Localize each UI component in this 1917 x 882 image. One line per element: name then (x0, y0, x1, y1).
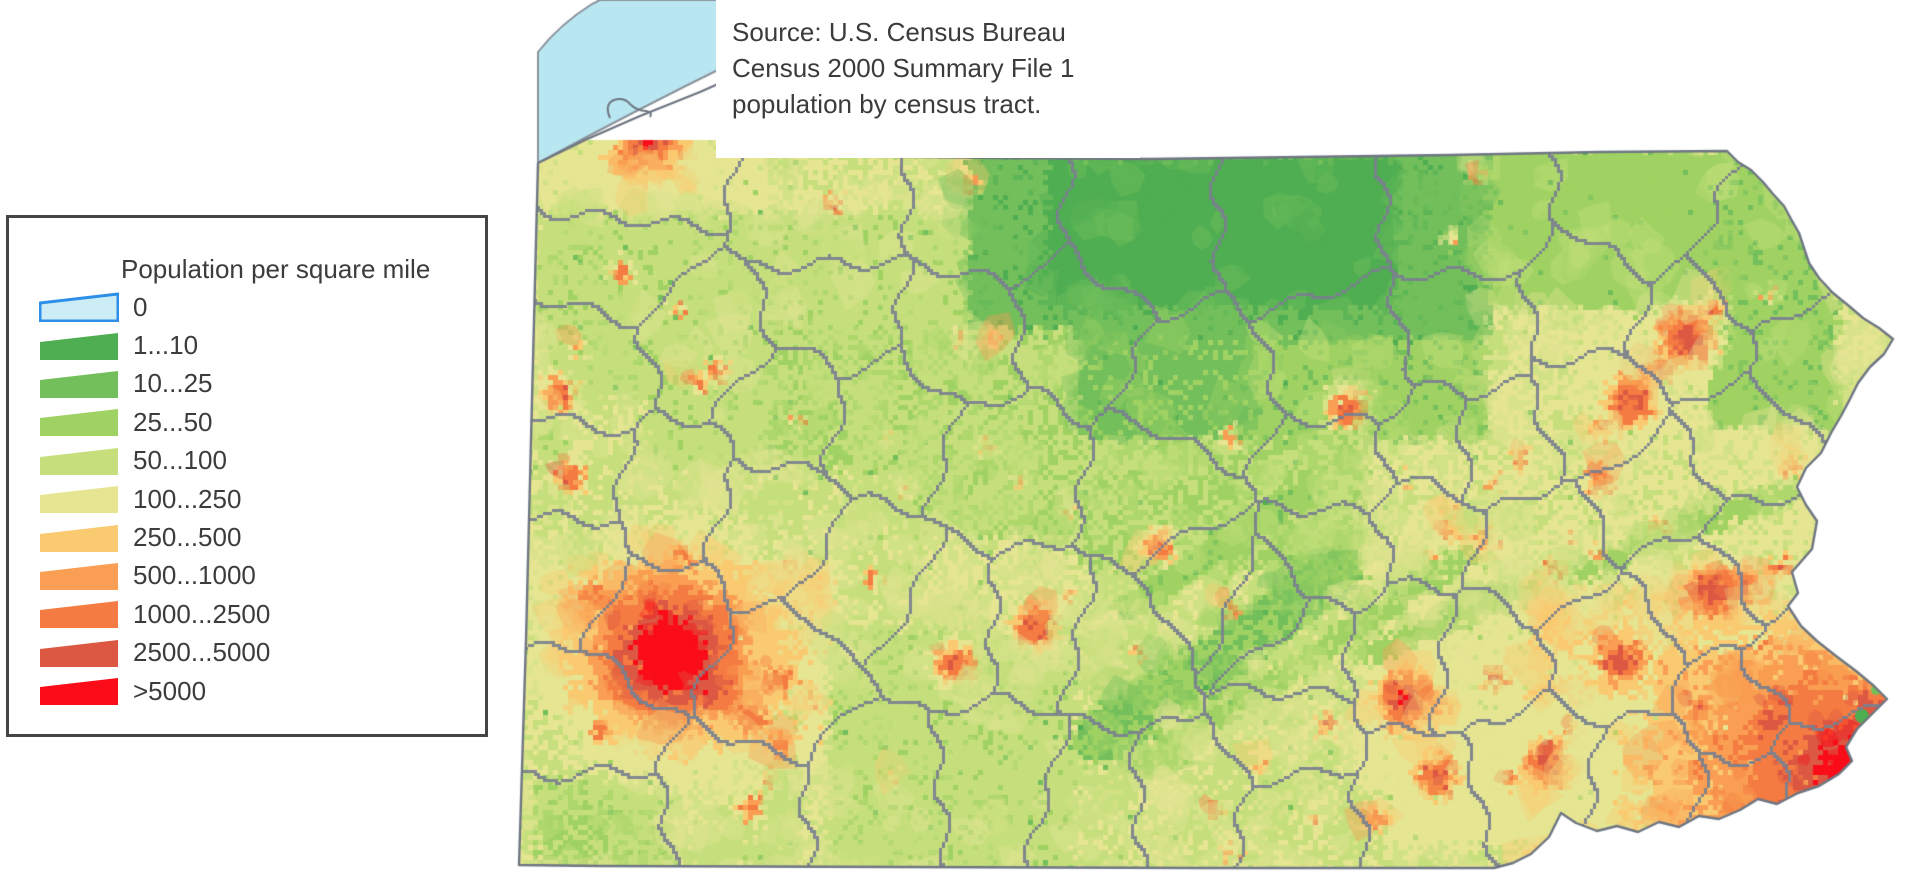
legend-item-label: 500...1000 (133, 560, 256, 591)
legend-swatch-icon (40, 370, 118, 398)
legend-item: 1000...2500 (9, 595, 485, 633)
legend-item: 0 (9, 288, 485, 326)
legend-item: 500...1000 (9, 557, 485, 595)
source-note-line: population by census tract. (732, 89, 1042, 119)
legend-item-label: 100...250 (133, 483, 242, 514)
legend-item-label: >5000 (133, 675, 207, 706)
legend-item: 25...50 (9, 403, 485, 441)
source-note-line: Census 2000 Summary File 1 (732, 53, 1075, 83)
legend-item-label: 0 (133, 291, 148, 322)
legend-item: 10...25 (9, 365, 485, 403)
source-note: Source: U.S. Census Bureau Census 2000 Su… (716, 0, 1140, 158)
source-note-line: Source: U.S. Census Bureau (732, 17, 1066, 47)
legend-item-label: 25...50 (133, 406, 213, 437)
legend-title: Population per square mile (121, 254, 431, 284)
legend-item: 250...500 (9, 518, 485, 556)
legend-swatch-icon (40, 601, 118, 629)
legend-item-label: 250...500 (133, 522, 242, 553)
legend-item: 2500...5000 (9, 634, 485, 672)
legend-swatch-icon (40, 447, 118, 475)
legend-item: 50...100 (9, 442, 485, 480)
legend-swatch-icon (40, 562, 118, 590)
legend-item-label: 10...25 (133, 368, 213, 399)
legend-swatch-icon (40, 639, 118, 667)
legend-swatch-icon (40, 678, 118, 706)
legend: Population per square mile 0 1...10 10...2… (6, 215, 488, 737)
legend-items: 0 1...10 10...25 25...50 50...100 100...250 25… (9, 288, 485, 710)
legend-item: 1...10 (9, 326, 485, 364)
legend-item: >5000 (9, 672, 485, 710)
legend-item-label: 1000...2500 (133, 598, 271, 629)
legend-item-label: 50...100 (133, 445, 227, 476)
legend-item-label: 2500...5000 (133, 637, 271, 668)
legend-swatch-icon (40, 486, 118, 514)
legend-item: 100...250 (9, 480, 485, 518)
legend-swatch-icon (40, 332, 118, 360)
legend-item-label: 1...10 (133, 330, 199, 361)
legend-swatch-icon (40, 409, 118, 437)
legend-swatch-icon (39, 292, 119, 323)
legend-swatch-icon (40, 524, 118, 552)
